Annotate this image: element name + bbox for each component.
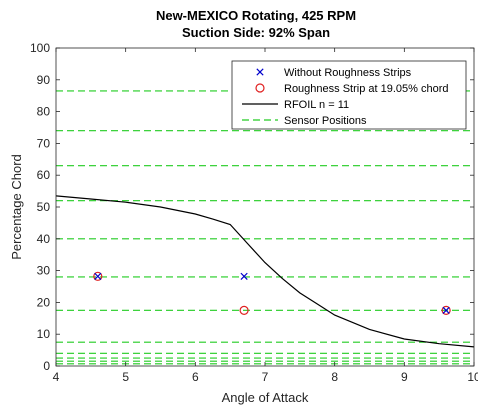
x-tick-label: 6 — [192, 370, 199, 384]
without-roughness-point — [95, 273, 101, 279]
legend-label-sensor-positions: Sensor Positions — [284, 115, 367, 127]
x-axis-label: Angle of Attack — [222, 390, 309, 405]
y-tick-label: 30 — [37, 264, 51, 278]
legend-label-rfoil: RFOIL n = 11 — [284, 99, 349, 111]
y-tick-label: 100 — [30, 41, 50, 55]
y-tick-label: 40 — [37, 232, 51, 246]
without-roughness-point — [241, 273, 247, 279]
rfoil-curve — [56, 196, 474, 347]
legend-label-without-roughness: Without Roughness Strips — [284, 67, 412, 79]
x-tick-label: 9 — [401, 370, 408, 384]
marker-layer — [94, 272, 450, 314]
x-tick-label: 5 — [122, 370, 129, 384]
legend-label-roughness-strip: Roughness Strip at 19.05% chord — [284, 83, 449, 95]
y-tick-label: 50 — [37, 200, 51, 214]
x-tick-label: 10 — [467, 370, 478, 384]
rfoil-curve-layer — [56, 196, 474, 347]
y-tick-label: 70 — [37, 136, 51, 150]
chart-subtitle: Suction Side: 92% Span — [182, 25, 330, 40]
sensor-lines — [56, 91, 474, 364]
x-tick-label: 4 — [53, 370, 60, 384]
y-tick-label: 20 — [37, 295, 51, 309]
y-axis-label: Percentage Chord — [9, 154, 24, 260]
y-tick-label: 10 — [37, 327, 51, 341]
legend: Without Roughness Strips Roughness Strip… — [232, 61, 466, 129]
x-tick-label: 8 — [331, 370, 338, 384]
y-tick-label: 90 — [37, 73, 51, 87]
y-tick-label: 0 — [43, 359, 50, 373]
x-tick-label: 7 — [262, 370, 269, 384]
chart-title: New-MEXICO Rotating, 425 RPM — [156, 8, 356, 23]
y-tick-label: 80 — [37, 105, 51, 119]
y-tick-label: 60 — [37, 168, 51, 182]
